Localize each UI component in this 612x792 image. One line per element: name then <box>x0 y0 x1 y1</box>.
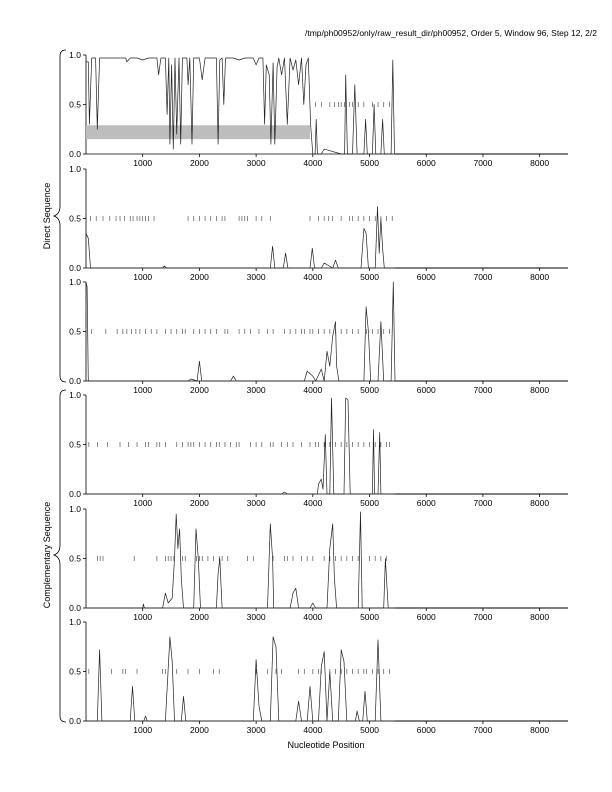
y-tick-label: 0.5 <box>69 214 81 224</box>
x-tick-label: 7000 <box>473 272 492 282</box>
x-tick-label: 2000 <box>190 158 209 168</box>
y-tick-label: 0.0 <box>69 489 81 499</box>
x-tick-label: 1000 <box>133 498 152 508</box>
x-axis-title: Nucleotide Position <box>287 740 364 750</box>
panel-frame-1: 0.0 0.5 1.0 1000 2000 3000 4000 5000 6000 7000 800… <box>69 50 568 168</box>
y-tick-label: 0.0 <box>69 716 81 726</box>
y-tick-label: 1.0 <box>69 164 81 174</box>
probability-line <box>86 397 395 495</box>
probability-line <box>85 281 396 382</box>
x-tick-label: 7000 <box>473 498 492 508</box>
direct-sequence-label: Direct Sequence <box>42 183 52 250</box>
y-tick-label: 1.0 <box>69 617 81 627</box>
x-tick-label: 1000 <box>133 725 152 735</box>
plot-header: /tmp/ph00952/only/raw_result_dir/ph00952… <box>305 28 597 38</box>
x-tick-label: 3000 <box>247 158 266 168</box>
y-tick-label: 0.5 <box>69 327 81 337</box>
probability-line <box>86 511 395 609</box>
x-tick-label: 2000 <box>190 725 209 735</box>
x-tick-label: 2000 <box>190 272 209 282</box>
probability-line <box>85 206 395 269</box>
x-tick-label: 6000 <box>417 498 436 508</box>
probability-line <box>86 636 395 722</box>
x-tick-label: 3000 <box>247 612 266 622</box>
complementary-sequence-label: Complementary Sequence <box>42 502 52 609</box>
x-tick-label: 2000 <box>190 612 209 622</box>
panel-complement-3: 0.0 0.5 1.0 1000 2000 3000 4000 5000 6000 7000 800… <box>69 617 568 735</box>
y-tick-label: 0.0 <box>69 603 81 613</box>
x-tick-label: 3000 <box>247 272 266 282</box>
x-tick-label: 7000 <box>473 725 492 735</box>
x-tick-label: 3000 <box>247 498 266 508</box>
y-tick-label: 0.5 <box>69 667 81 677</box>
y-tick-label: 1.0 <box>69 504 81 514</box>
x-tick-label: 4000 <box>303 272 322 282</box>
x-tick-label: 7000 <box>473 385 492 395</box>
x-tick-label: 1000 <box>133 158 152 168</box>
x-tick-label: 8000 <box>530 725 549 735</box>
y-tick-label: 0.0 <box>69 376 81 386</box>
direct-group-brace <box>52 49 67 383</box>
y-tick-label: 0.0 <box>69 149 81 159</box>
complementary-group-brace <box>52 389 67 723</box>
x-tick-label: 4000 <box>303 612 322 622</box>
x-tick-label: 7000 <box>473 158 492 168</box>
x-tick-label: 4000 <box>303 158 322 168</box>
x-tick-label: 6000 <box>417 612 436 622</box>
x-tick-label: 7000 <box>473 612 492 622</box>
x-tick-label: 5000 <box>360 725 379 735</box>
x-tick-label: 6000 <box>417 272 436 282</box>
panel-complement-1: 0.0 0.5 1.0 1000 2000 3000 4000 5000 6000 7000 800… <box>69 390 568 508</box>
y-tick-label: 0.0 <box>69 263 81 273</box>
panel-frame-3: 0.0 0.5 1.0 1000 2000 3000 4000 5000 6000 7000 800… <box>69 277 568 395</box>
y-tick-label: 1.0 <box>69 390 81 400</box>
coding-region-bar <box>86 125 310 140</box>
x-tick-label: 5000 <box>360 272 379 282</box>
x-tick-label: 5000 <box>360 385 379 395</box>
y-tick-label: 0.5 <box>69 440 81 450</box>
x-tick-label: 3000 <box>247 385 266 395</box>
x-tick-label: 5000 <box>360 498 379 508</box>
x-tick-label: 2000 <box>190 498 209 508</box>
y-tick-label: 1.0 <box>69 277 81 287</box>
x-tick-label: 1000 <box>133 385 152 395</box>
x-tick-label: 4000 <box>303 725 322 735</box>
x-tick-label: 1000 <box>133 612 152 622</box>
x-tick-label: 8000 <box>530 612 549 622</box>
x-tick-label: 8000 <box>530 498 549 508</box>
x-tick-label: 8000 <box>530 385 549 395</box>
x-tick-label: 8000 <box>530 272 549 282</box>
probability-line <box>86 57 395 155</box>
x-tick-label: 5000 <box>360 158 379 168</box>
panel-complement-2: 0.0 0.5 1.0 1000 2000 3000 4000 5000 6000 7000 800… <box>69 504 568 622</box>
x-tick-label: 5000 <box>360 612 379 622</box>
x-tick-label: 1000 <box>133 272 152 282</box>
y-tick-label: 0.5 <box>69 554 81 564</box>
x-tick-label: 3000 <box>247 725 266 735</box>
x-tick-label: 2000 <box>190 385 209 395</box>
x-tick-label: 6000 <box>417 725 436 735</box>
y-tick-label: 1.0 <box>69 50 81 60</box>
panel-frame-2: 0.0 0.5 1.0 1000 2000 3000 4000 5000 6000 7000 800… <box>69 164 568 282</box>
x-tick-label: 4000 <box>303 498 322 508</box>
panels-container: 0.0 0.5 1.0 1000 2000 3000 4000 5000 6000 7000 800… <box>69 50 568 735</box>
x-tick-label: 8000 <box>530 158 549 168</box>
x-tick-label: 6000 <box>417 158 436 168</box>
x-tick-label: 4000 <box>303 385 322 395</box>
x-tick-label: 6000 <box>417 385 436 395</box>
y-tick-label: 0.5 <box>69 100 81 110</box>
